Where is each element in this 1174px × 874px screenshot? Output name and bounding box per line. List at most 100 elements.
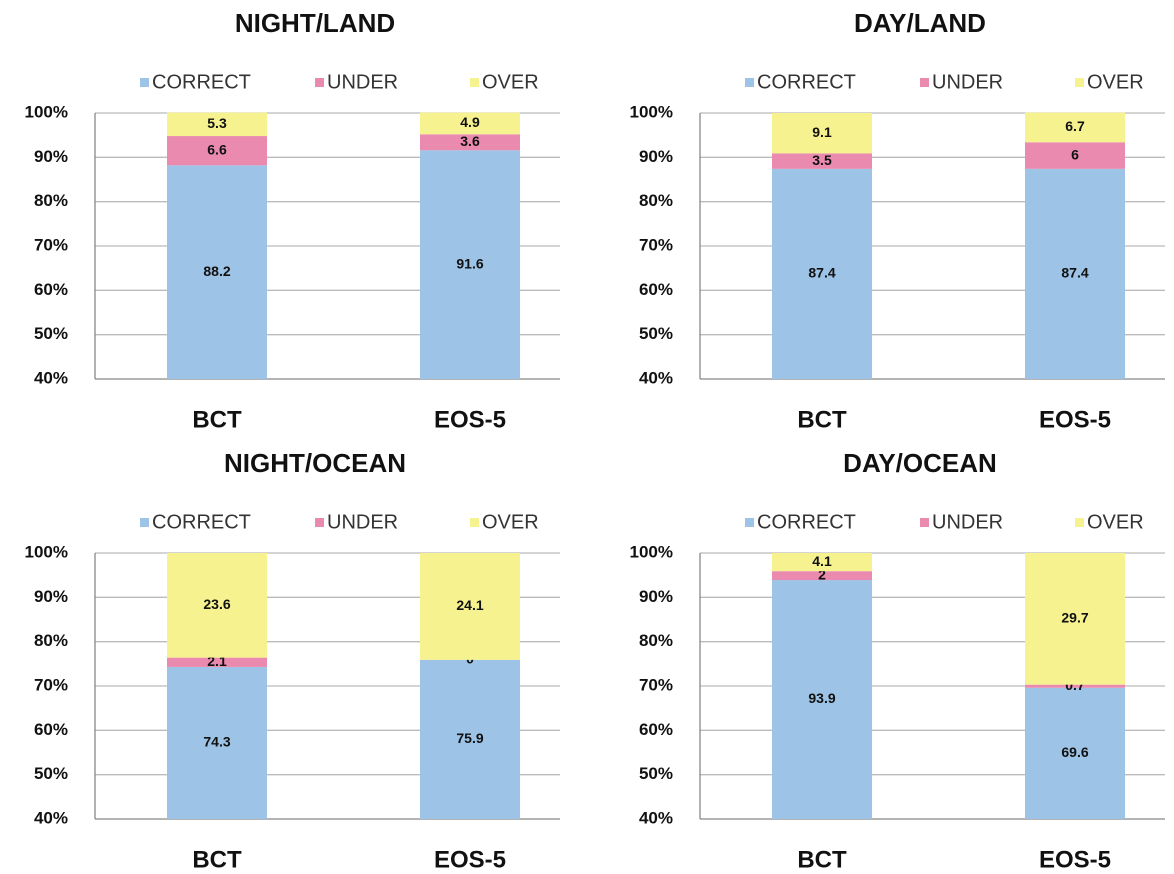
data-label: 87.4 <box>1061 265 1088 281</box>
data-label: 75.9 <box>456 730 483 746</box>
data-label: 4.1 <box>812 553 832 569</box>
data-label: 6.7 <box>1065 118 1085 134</box>
y-tick-label: 80% <box>34 631 68 650</box>
bar-segment <box>772 553 872 572</box>
bar-segment <box>420 150 520 379</box>
data-label: 4.9 <box>460 114 480 130</box>
legend-swatch <box>1075 518 1084 527</box>
legend-label: CORRECT <box>757 511 856 533</box>
y-tick-label: 40% <box>639 368 673 387</box>
chart-title: NIGHT/LAND <box>235 8 395 38</box>
chart-panel: NIGHT/LAND CORRECT UNDER OVER 40% 50% 60% 70% 80… <box>25 8 560 433</box>
data-label: 3.6 <box>460 133 480 149</box>
data-label: 6.6 <box>207 141 227 157</box>
legend-swatch <box>745 518 754 527</box>
bar-segment <box>167 112 267 137</box>
x-tick-label: EOS-5 <box>1039 846 1111 873</box>
bar-segment <box>1025 168 1125 379</box>
legend-label: OVER <box>1087 71 1144 93</box>
data-label: 23.6 <box>203 596 230 612</box>
chart-title: DAY/LAND <box>854 8 986 38</box>
bar-segment <box>1025 142 1125 169</box>
bar-segment <box>167 666 267 819</box>
data-label: 3.5 <box>812 152 832 168</box>
legend-label: UNDER <box>932 511 1003 533</box>
legend-label: CORRECT <box>757 71 856 93</box>
y-tick-label: 70% <box>34 235 68 254</box>
x-tick-label: BCT <box>797 406 847 433</box>
bar-segment <box>1025 684 1125 688</box>
x-tick-label: EOS-5 <box>1039 406 1111 433</box>
legend-label: UNDER <box>327 511 398 533</box>
y-tick-label: 80% <box>639 191 673 210</box>
y-tick-label: 70% <box>34 675 68 694</box>
y-tick-label: 70% <box>639 675 673 694</box>
bar-segment <box>772 571 872 581</box>
y-tick-label: 80% <box>34 191 68 210</box>
y-tick-label: 100% <box>25 102 68 121</box>
bar-segment <box>1025 687 1125 819</box>
legend-label: OVER <box>1087 511 1144 533</box>
data-label: 69.6 <box>1061 744 1088 760</box>
chart-panel: NIGHT/OCEAN CORRECT UNDER OVER 40% 50% 60% 70% 8… <box>25 448 560 873</box>
y-tick-label: 50% <box>639 324 673 343</box>
data-label: 24.1 <box>456 597 483 613</box>
chart-panel: DAY/OCEAN CORRECT UNDER OVER 40% 50% 60% 70% 80%… <box>630 448 1165 873</box>
y-tick-label: 40% <box>34 368 68 387</box>
y-tick-label: 60% <box>639 720 673 739</box>
legend-label: UNDER <box>932 71 1003 93</box>
legend-swatch <box>315 518 324 527</box>
bar-segment <box>772 153 872 169</box>
y-tick-label: 100% <box>25 542 68 561</box>
legend-swatch <box>140 78 149 87</box>
legend-label: CORRECT <box>152 71 251 93</box>
y-tick-label: 60% <box>639 280 673 299</box>
chart-title: DAY/OCEAN <box>843 448 997 478</box>
x-tick-label: BCT <box>192 846 242 873</box>
bar-segment <box>420 553 520 660</box>
y-tick-label: 50% <box>34 764 68 783</box>
data-label: 93.9 <box>808 690 835 706</box>
y-tick-label: 100% <box>630 102 673 121</box>
data-label: 74.3 <box>203 734 230 750</box>
legend-label: UNDER <box>327 71 398 93</box>
bar-segment <box>772 580 872 819</box>
y-tick-label: 90% <box>34 587 68 606</box>
y-tick-label: 90% <box>639 587 673 606</box>
data-label: 5.3 <box>207 115 227 131</box>
y-tick-label: 60% <box>34 720 68 739</box>
legend-swatch <box>470 518 479 527</box>
bar-segment <box>772 113 872 154</box>
legend-swatch <box>1075 78 1084 87</box>
y-tick-label: 90% <box>639 147 673 166</box>
y-tick-label: 40% <box>639 808 673 827</box>
legend-swatch <box>920 78 929 87</box>
bar-segment <box>1025 553 1125 685</box>
data-label: 87.4 <box>808 265 835 281</box>
chart-panel: DAY/LAND CORRECT UNDER OVER 40% 50% 60% 70% 80% 9… <box>630 8 1165 433</box>
x-tick-label: EOS-5 <box>434 846 506 873</box>
y-tick-label: 70% <box>639 235 673 254</box>
chart-title: NIGHT/OCEAN <box>224 448 406 478</box>
y-tick-label: 50% <box>34 324 68 343</box>
bar-segment <box>420 112 520 135</box>
legend-swatch <box>745 78 754 87</box>
bar-segment <box>167 553 267 658</box>
bar-segment <box>1025 112 1125 143</box>
legend-swatch <box>315 78 324 87</box>
data-label: 88.2 <box>203 263 230 279</box>
data-label: 2 <box>818 566 826 582</box>
legend-label: OVER <box>482 511 539 533</box>
legend-swatch <box>140 518 149 527</box>
x-tick-label: BCT <box>192 406 242 433</box>
legend-label: CORRECT <box>152 511 251 533</box>
bar-segment <box>167 136 267 166</box>
y-tick-label: 50% <box>639 764 673 783</box>
bar-segment <box>167 657 267 667</box>
data-label: 29.7 <box>1061 610 1088 626</box>
bar-segment <box>420 659 520 819</box>
y-tick-label: 100% <box>630 542 673 561</box>
bar-segment <box>772 168 872 379</box>
data-label: 9.1 <box>812 124 832 140</box>
